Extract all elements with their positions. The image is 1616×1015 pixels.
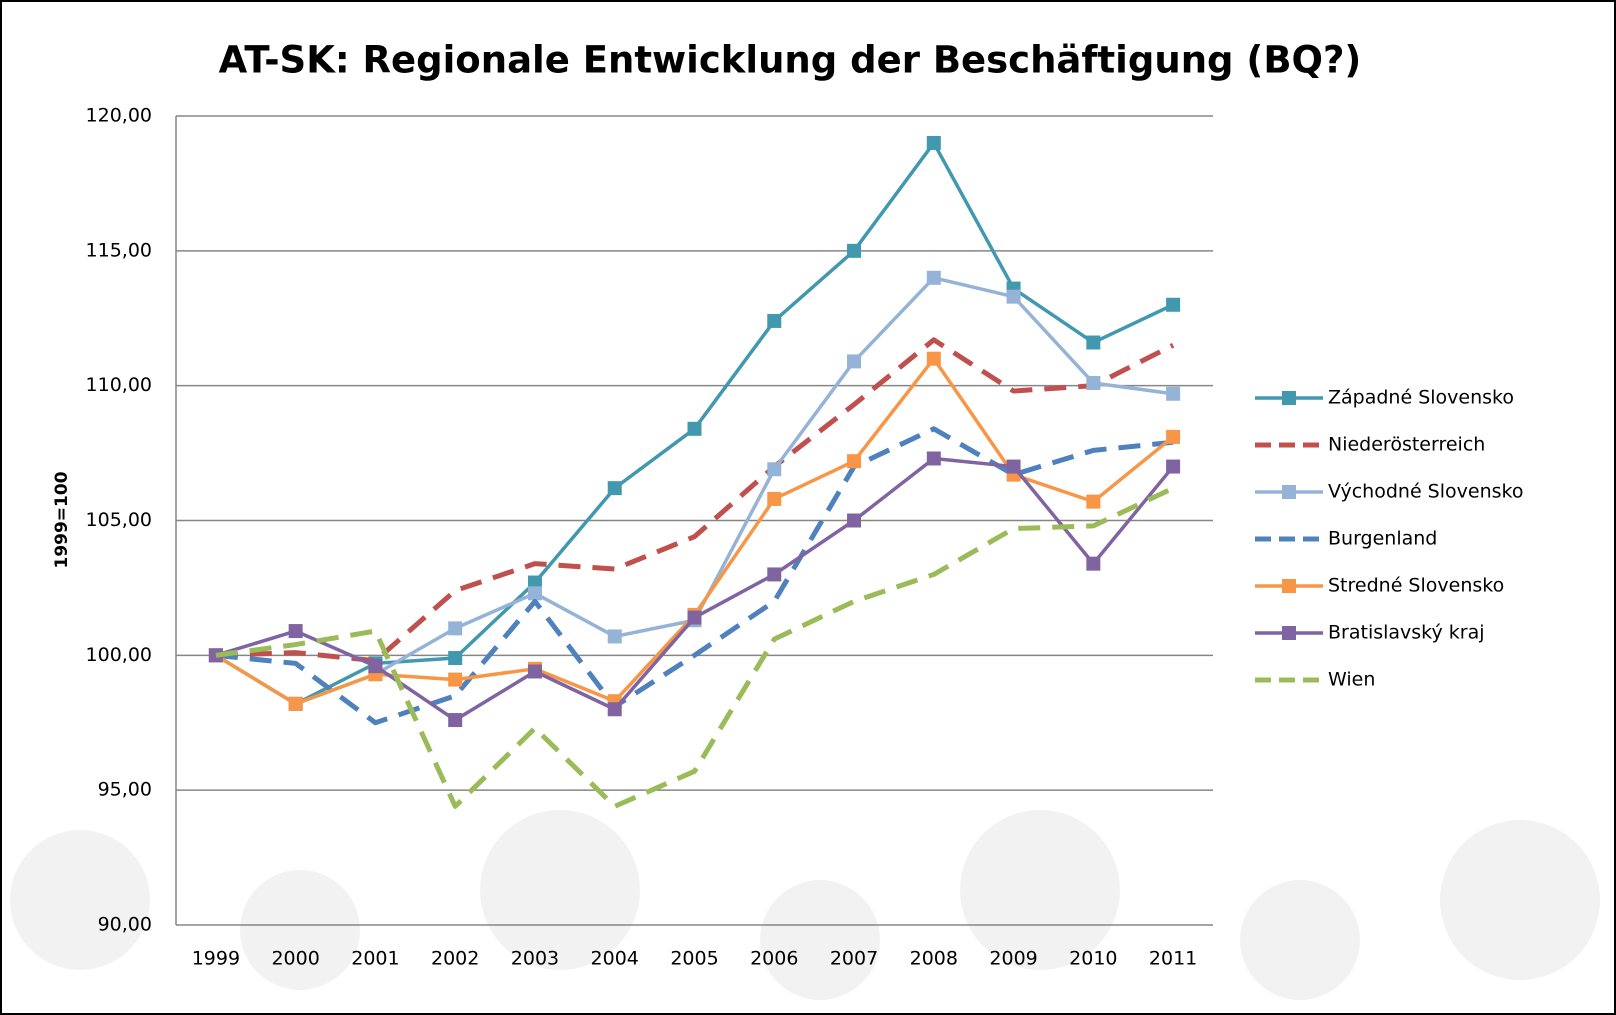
data-point <box>926 351 941 366</box>
y-tick-label: 95,00 <box>98 779 152 801</box>
data-point <box>847 354 862 369</box>
data-point <box>448 713 463 728</box>
legend-label: Východné Slovensko <box>1328 481 1523 503</box>
legend-label: Stredné Slovensko <box>1328 575 1504 597</box>
legend-label: Wien <box>1328 669 1375 691</box>
legend-marker <box>1282 485 1296 499</box>
data-point <box>847 454 862 469</box>
x-tick-label: 2005 <box>670 948 718 970</box>
x-tick-label: 2000 <box>271 948 319 970</box>
x-tick-label: 2008 <box>910 948 958 970</box>
data-point <box>1006 459 1021 474</box>
x-tick-label: 2011 <box>1149 948 1197 970</box>
data-point <box>368 659 383 674</box>
data-point <box>847 243 862 258</box>
data-point <box>1086 556 1101 571</box>
series-line <box>215 426 1174 726</box>
data-point <box>767 491 782 506</box>
data-point <box>1166 459 1181 474</box>
data-point <box>448 621 463 636</box>
data-point <box>687 421 702 436</box>
data-point <box>1086 375 1101 390</box>
chart-title: AT-SK: Regionale Entwicklung der Beschäf… <box>219 39 1362 82</box>
data-point <box>767 567 782 582</box>
data-point <box>607 629 622 644</box>
data-point <box>767 313 782 328</box>
legend-marker <box>1282 391 1296 405</box>
legend-marker <box>1282 626 1296 640</box>
x-tick-label: 2002 <box>431 948 479 970</box>
data-point <box>1166 297 1181 312</box>
data-point <box>926 270 941 285</box>
data-point <box>607 702 622 717</box>
background-decoration <box>10 810 1600 1000</box>
y-axis-label: 1999=100 <box>52 471 72 568</box>
data-point <box>527 664 542 679</box>
data-point <box>448 672 463 687</box>
legend-marker <box>1282 579 1296 593</box>
x-tick-label: 1999 <box>192 948 240 970</box>
data-point <box>288 624 303 639</box>
y-tick-label: 90,00 <box>98 914 152 936</box>
data-point <box>847 513 862 528</box>
data-point <box>1086 494 1101 509</box>
x-tick-label: 2001 <box>351 948 399 970</box>
x-tick-label: 2009 <box>989 948 1037 970</box>
data-point <box>1006 289 1021 304</box>
legend-label: Burgenland <box>1328 528 1437 550</box>
data-point <box>1166 429 1181 444</box>
x-tick-label: 2010 <box>1069 948 1117 970</box>
data-point <box>687 610 702 625</box>
y-tick-label: 110,00 <box>86 374 152 396</box>
data-point <box>926 451 941 466</box>
data-point <box>288 696 303 711</box>
data-point <box>527 575 542 590</box>
data-point <box>926 135 941 150</box>
x-tick-label: 2004 <box>591 948 639 970</box>
legend-label: Bratislavský kraj <box>1328 622 1485 644</box>
data-point <box>1086 335 1101 350</box>
data-point <box>1166 386 1181 401</box>
y-tick-label: 120,00 <box>86 105 152 127</box>
data-point <box>527 586 542 601</box>
legend-label: Západné Slovensko <box>1328 387 1514 409</box>
y-tick-label: 115,00 <box>86 239 152 261</box>
y-tick-label: 105,00 <box>86 509 152 531</box>
data-point <box>767 462 782 477</box>
x-tick-label: 2006 <box>750 948 798 970</box>
series-line <box>215 337 1175 664</box>
series-line <box>215 485 1175 809</box>
legend-label: Niederösterreich <box>1328 434 1485 456</box>
data-point <box>607 481 622 496</box>
x-tick-label: 2003 <box>511 948 559 970</box>
data-point <box>448 651 463 666</box>
y-tick-label: 100,00 <box>86 644 152 666</box>
x-tick-label: 2007 <box>830 948 878 970</box>
